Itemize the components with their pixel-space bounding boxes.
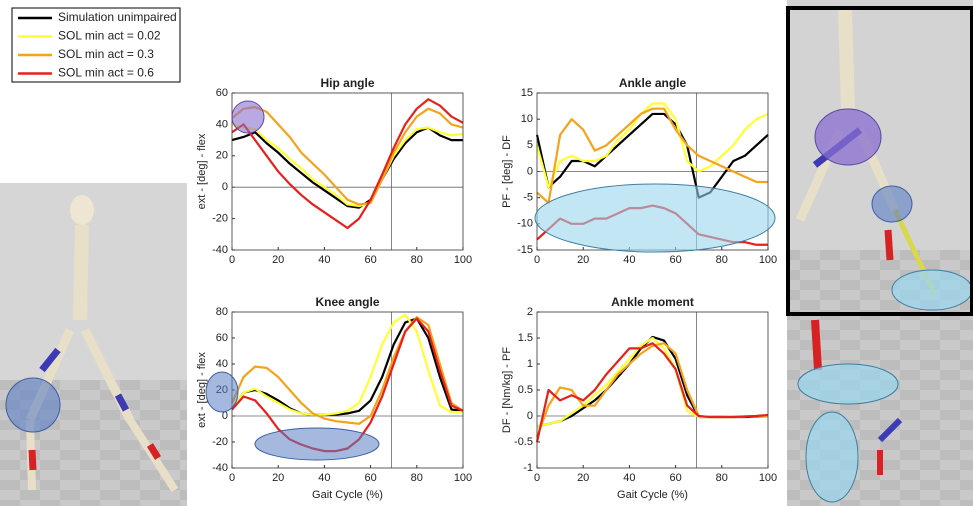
highlight-ellipse bbox=[254, 427, 380, 461]
x-tick-label: 40 bbox=[318, 254, 330, 266]
x-tick-label: 100 bbox=[759, 472, 777, 484]
x-tick-label: 20 bbox=[272, 472, 284, 484]
y-tick-label: 1.5 bbox=[518, 332, 533, 344]
x-tick-label: 60 bbox=[364, 472, 376, 484]
x-tick-label: 20 bbox=[577, 254, 589, 266]
chart-title: Ankle angle bbox=[619, 76, 687, 90]
y-axis-label: DF - [Nm/kg] - PF bbox=[501, 347, 513, 433]
x-axis-label: Gait Cycle (%) bbox=[312, 489, 383, 501]
chart-panel: Hip angle ext - [deg] - flex -40 -20 0 20 40 60… bbox=[196, 76, 472, 266]
x-tick-label: 100 bbox=[454, 254, 472, 266]
y-tick-label: -0.5 bbox=[514, 436, 533, 448]
y-tick-label: 5 bbox=[527, 139, 533, 151]
y-tick-label: 0 bbox=[527, 165, 533, 177]
x-tick-label: 40 bbox=[623, 472, 635, 484]
y-tick-label: 60 bbox=[216, 332, 228, 344]
y-axis-label: ext - [deg] - flex bbox=[196, 352, 208, 428]
y-tick-label: -5 bbox=[523, 192, 533, 204]
x-tick-label: 60 bbox=[364, 254, 376, 266]
x-tick-label: 80 bbox=[411, 254, 423, 266]
series-line bbox=[535, 112, 769, 199]
series-line bbox=[536, 107, 768, 204]
x-tick-label: 20 bbox=[577, 472, 589, 484]
plot-frame bbox=[536, 311, 769, 469]
x-tick-label: 60 bbox=[669, 472, 681, 484]
right-skeleton-image bbox=[786, 0, 973, 506]
series-line bbox=[231, 123, 464, 208]
y-tick-label: 2 bbox=[527, 306, 533, 318]
plot-area bbox=[232, 93, 463, 250]
highlight-ellipse bbox=[534, 183, 776, 253]
series-line bbox=[535, 342, 769, 443]
x-tick-label: 100 bbox=[759, 254, 777, 266]
x-tick-label: 80 bbox=[716, 254, 728, 266]
series-line bbox=[230, 316, 464, 425]
chart-panel: Ankle moment DF - [Nm/kg] - PF Gait Cycle … bbox=[501, 295, 777, 501]
chart-title: Knee angle bbox=[315, 295, 379, 309]
legend-label: SOL min act = 0.6 bbox=[58, 66, 154, 80]
y-tick-label: 10 bbox=[521, 113, 533, 125]
series-line bbox=[231, 98, 464, 230]
chart-title: Hip angle bbox=[320, 76, 374, 90]
series-line bbox=[535, 102, 769, 189]
x-axis-label: Gait Cycle (%) bbox=[617, 489, 688, 501]
legend-box bbox=[11, 7, 181, 83]
plot-frame bbox=[231, 92, 464, 251]
x-tick-label: 60 bbox=[669, 254, 681, 266]
series-line bbox=[231, 317, 464, 416]
y-tick-label: -20 bbox=[212, 436, 228, 448]
highlight-ellipse bbox=[231, 100, 265, 134]
series-line bbox=[231, 313, 463, 416]
y-tick-label: 80 bbox=[216, 306, 228, 318]
y-tick-label: 40 bbox=[216, 118, 228, 130]
left-skeleton-image bbox=[0, 183, 187, 506]
y-tick-label: 40 bbox=[216, 358, 228, 370]
x-tick-label: 40 bbox=[318, 472, 330, 484]
highlight-ellipse bbox=[205, 371, 239, 413]
legend-label: SOL min act = 0.3 bbox=[58, 47, 154, 61]
x-tick-label: 20 bbox=[272, 254, 284, 266]
y-tick-label: 0.5 bbox=[518, 384, 533, 396]
y-tick-label: 0 bbox=[222, 410, 228, 422]
y-tick-label: -1 bbox=[523, 462, 533, 474]
series-line bbox=[231, 106, 464, 206]
y-tick-label: -40 bbox=[212, 462, 228, 474]
y-axis-label: PF - [deg] - DF bbox=[501, 135, 513, 208]
y-tick-label: -10 bbox=[517, 218, 533, 230]
legend-label: Simulation unimpaired bbox=[58, 10, 177, 24]
x-tick-label: 0 bbox=[229, 472, 235, 484]
y-tick-label: 0 bbox=[527, 410, 533, 422]
x-tick-label: 0 bbox=[534, 472, 540, 484]
x-tick-label: 80 bbox=[411, 472, 423, 484]
legend-label: SOL min act = 0.02 bbox=[58, 29, 161, 43]
x-tick-label: 80 bbox=[716, 472, 728, 484]
y-tick-label: -15 bbox=[517, 244, 533, 256]
y-tick-label: 20 bbox=[216, 150, 228, 162]
x-tick-label: 0 bbox=[229, 254, 235, 266]
y-tick-label: -20 bbox=[212, 213, 228, 225]
y-tick-label: 1 bbox=[527, 358, 533, 370]
x-tick-label: 0 bbox=[534, 254, 540, 266]
y-tick-label: 60 bbox=[216, 87, 228, 99]
y-tick-label: -40 bbox=[212, 244, 228, 256]
x-tick-label: 100 bbox=[454, 472, 472, 484]
y-axis-label: ext - [deg] - flex bbox=[196, 133, 208, 209]
x-tick-label: 40 bbox=[623, 254, 635, 266]
legend: Simulation unimpaired SOL min act = 0.02 S… bbox=[18, 10, 177, 80]
y-tick-label: 0 bbox=[222, 181, 228, 193]
y-tick-label: 15 bbox=[521, 87, 533, 99]
chart-title: Ankle moment bbox=[611, 295, 694, 309]
